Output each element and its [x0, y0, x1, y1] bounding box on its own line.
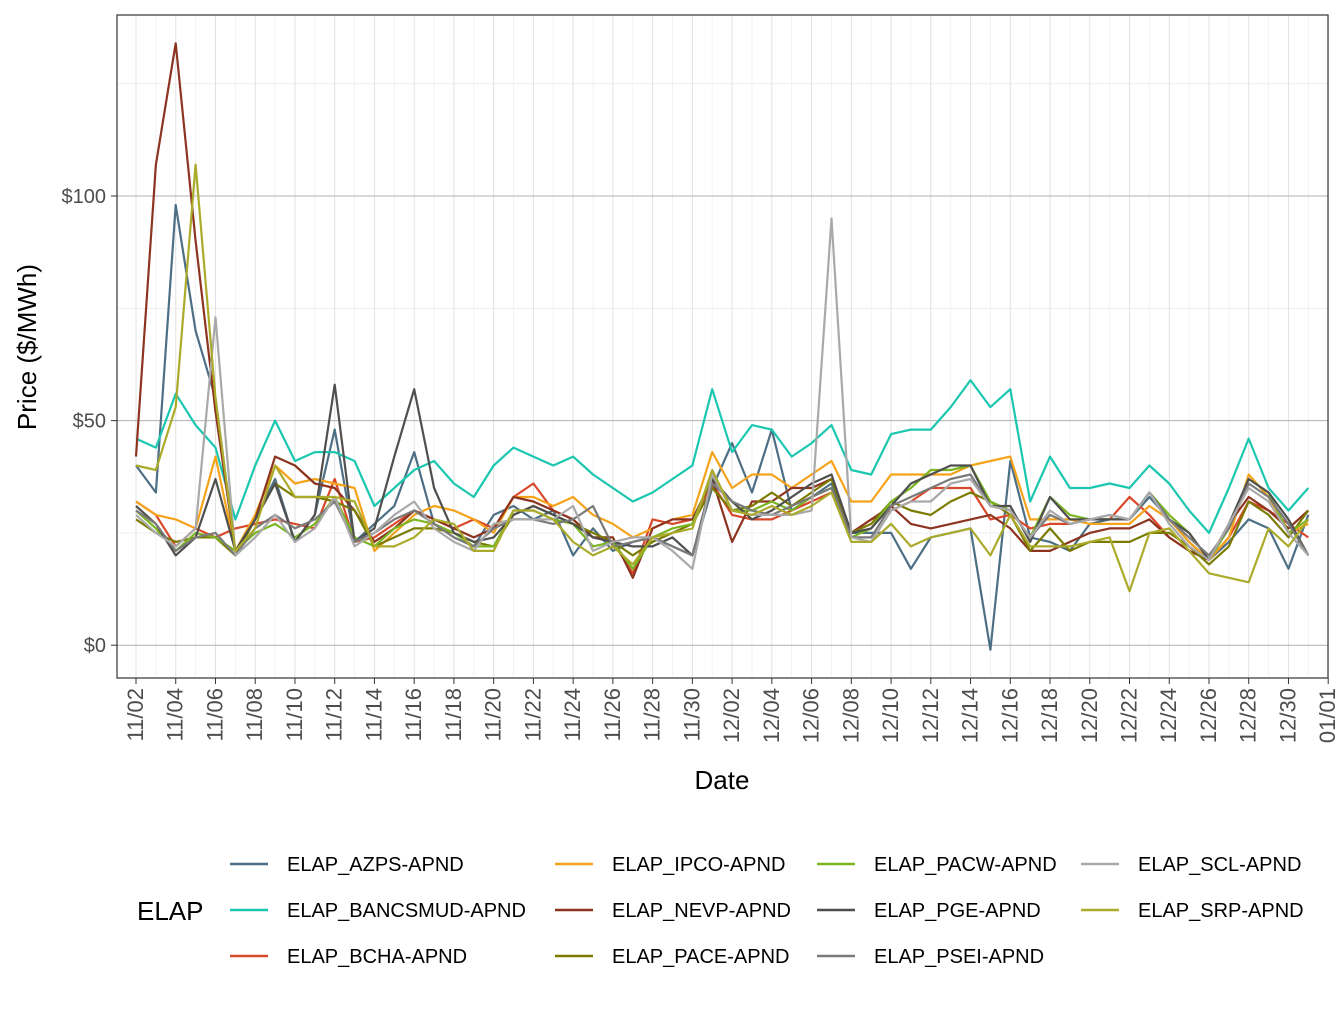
series-line [135, 451, 1309, 561]
legend-label: ELAP_SRP-APND [1138, 900, 1304, 922]
legend-label: ELAP_PACE-APND [612, 946, 789, 968]
x-tick-label: 12/08 [838, 688, 863, 743]
legend-label: ELAP_PACW-APND [874, 854, 1057, 876]
legend-label: ELAP_SCL-APND [1138, 854, 1301, 876]
legend-label: ELAP_NEVP-APND [612, 900, 791, 922]
series-line [134, 42, 1310, 579]
lines [134, 42, 1310, 651]
legend: ELAP_AZPS-APND ELAP_BANCSMUD-APND ELAP_BCH… [230, 854, 1304, 968]
x-tick-label: 11/02 [123, 688, 148, 741]
x-tick-label: 12/20 [1077, 688, 1102, 743]
x-tick-label: 12/04 [759, 688, 784, 743]
x-tick-label: 12/22 [1117, 688, 1142, 743]
x-tick-label: 11/28 [640, 688, 665, 741]
x-axis-title: Date [695, 765, 750, 795]
x-tick-label: 12/26 [1196, 688, 1221, 743]
plot-border [116, 14, 1329, 679]
series-line [135, 163, 1310, 593]
series-line [135, 217, 1310, 570]
x-tick-label: 11/04 [163, 688, 188, 741]
legend-label: ELAP_BANCSMUD-APND [287, 900, 526, 922]
x-tick-label: 11/12 [322, 688, 347, 741]
x-tick-label: 11/18 [441, 688, 466, 741]
legend-label: ELAP_PSEI-APND [874, 946, 1044, 968]
x-tick-label: 12/16 [997, 688, 1022, 743]
x-tick-label: 12/18 [1037, 688, 1062, 743]
axes: 11/02 11/04 11/06 11/08 11/10 11/12 11/14 11/16… [62, 186, 1341, 743]
x-tick-label: 11/26 [600, 688, 625, 741]
x-tick-label: 11/16 [401, 688, 426, 741]
legend-label: ELAP_PGE-APND [874, 900, 1041, 922]
x-tick-label: 12/14 [958, 688, 983, 743]
x-tick-label: 11/06 [202, 688, 227, 741]
x-tick-label: 12/10 [878, 688, 903, 743]
x-tick-label: 11/30 [679, 688, 704, 741]
series-line [135, 379, 1310, 534]
x-tick-label: 12/12 [918, 688, 943, 743]
x-tick-label: 12/28 [1236, 688, 1261, 743]
y-axis-title: Price ($/MWh) [12, 264, 42, 430]
x-tick-label: 12/02 [719, 688, 744, 743]
y-tick-label: $0 [84, 635, 106, 657]
grid [117, 15, 1329, 678]
x-tick-label: 12/24 [1156, 688, 1181, 743]
x-tick-label: 11/10 [282, 688, 307, 741]
legend-label: ELAP_AZPS-APND [287, 854, 464, 876]
y-tick-label: $100 [62, 186, 107, 208]
x-tick-label: 11/24 [560, 688, 585, 741]
legend-title: ELAP [137, 896, 204, 926]
x-tick-label: 11/14 [361, 688, 386, 741]
y-tick-label: $50 [73, 411, 106, 433]
x-tick-label: 11/22 [520, 688, 545, 741]
x-tick-label: 12/06 [799, 688, 824, 743]
x-tick-label: 11/08 [242, 688, 267, 741]
legend-label: ELAP_IPCO-APND [612, 854, 785, 876]
legend-label: ELAP_BCHA-APND [287, 946, 467, 968]
x-tick-label: 01/01 [1315, 688, 1340, 743]
x-tick-label: 12/30 [1275, 688, 1300, 743]
x-tick-label: 11/20 [481, 688, 506, 741]
